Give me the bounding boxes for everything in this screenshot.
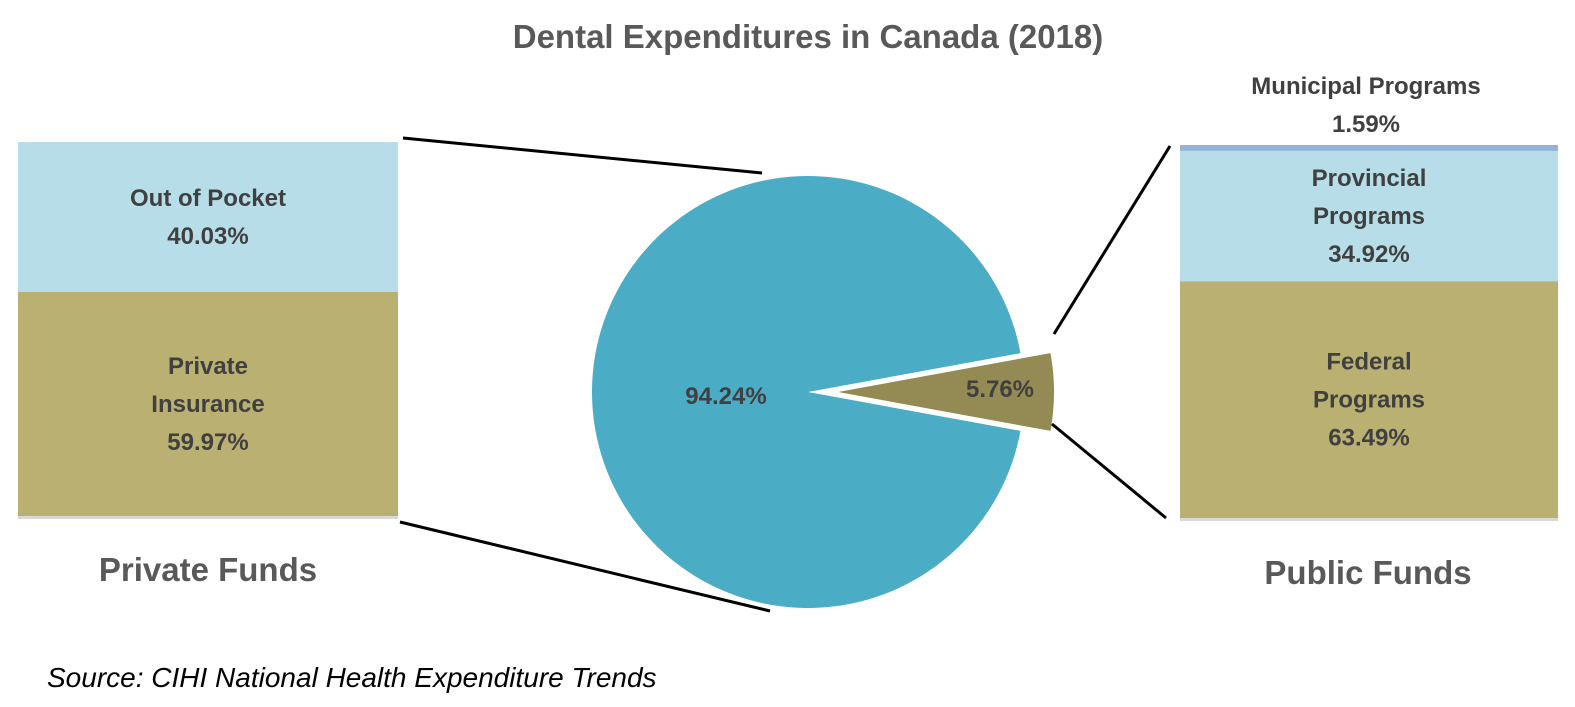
bar-label-municipal-programs: Municipal Programs 1.59% — [1251, 73, 1480, 138]
bar-segment-federal-programs — [1180, 281, 1558, 518]
public-funds-bar: Federal Programs 63.49% Provincial Programs 3… — [1180, 73, 1558, 521]
pie: 94.24% 5.76% — [592, 176, 1054, 608]
bar-segment-out-of-pocket — [18, 142, 398, 292]
bar-segment-private-insurance — [18, 291, 398, 516]
connector-left-top — [402, 136, 763, 175]
connector-left-bottom — [399, 520, 771, 613]
private-funds-bar: Private Insurance 59.97% Out of Pocket 40.03… — [18, 142, 398, 519]
pie-label-small: 5.76% — [966, 376, 1034, 403]
bar-segment-municipal-programs — [1180, 145, 1558, 151]
chart-title: Dental Expenditures in Canada (2018) — [513, 18, 1104, 55]
private-funds-label: Private Funds — [99, 551, 317, 588]
bar-label-federal-programs: Federal Programs 63.49% — [1313, 349, 1425, 452]
pie-label-large: 94.24% — [685, 383, 766, 410]
connector-right-bottom — [1051, 422, 1167, 520]
connector-right-top — [1052, 145, 1172, 335]
pie-slice-small — [838, 353, 1054, 431]
source-note: Source: CIHI National Health Expenditure… — [47, 662, 657, 693]
public-funds-label: Public Funds — [1264, 554, 1471, 591]
bar-label-private-insurance: Private Insurance 59.97% — [151, 353, 264, 456]
bar-label-provincial-programs: Provincial Programs 34.92% — [1312, 165, 1427, 268]
bar-label-out-of-pocket: Out of Pocket 40.03% — [130, 185, 286, 250]
pie-slice-large — [592, 176, 1021, 608]
bar-segment-provincial-programs — [1180, 150, 1558, 282]
connector-lines — [399, 136, 1172, 613]
